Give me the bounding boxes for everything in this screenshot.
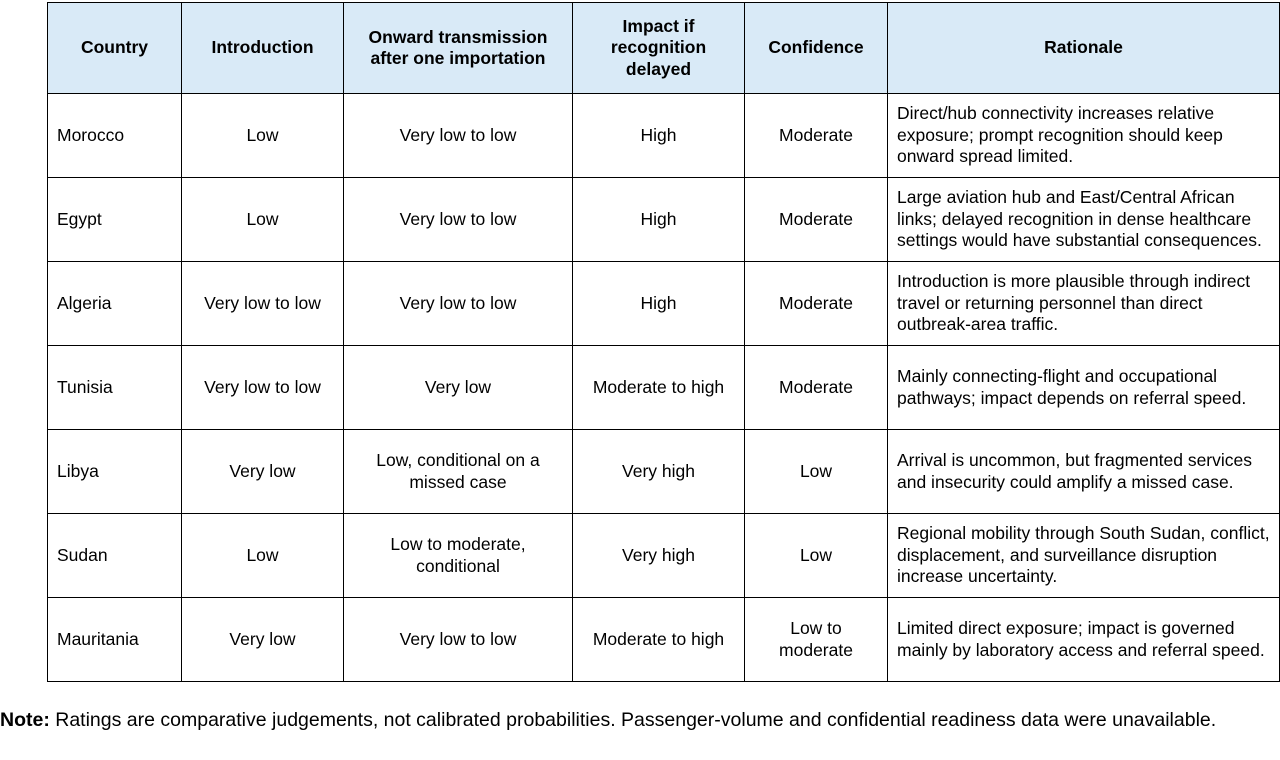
table-row: Libya Very low Low, conditional on a mis… (47, 429, 1280, 514)
cell-rationale: Limited direct exposure; impact is gover… (887, 597, 1280, 682)
cell-introduction: Low (181, 93, 344, 178)
header-rationale: Rationale (887, 2, 1280, 94)
cell-onward-transmission: Very low to low (343, 261, 573, 346)
header-onward-transmission: Onward transmission after one importatio… (343, 2, 573, 94)
cell-confidence: Moderate (744, 345, 888, 430)
table-row: Algeria Very low to low Very low to low … (47, 261, 1280, 346)
table-body: Morocco Low Very low to low High Moderat… (47, 93, 1280, 682)
note-text: Ratings are comparative judgements, not … (49, 709, 1217, 731)
table-row: Sudan Low Low to moderate, conditional V… (47, 513, 1280, 598)
cell-confidence: Moderate (744, 261, 888, 346)
cell-impact: High (572, 93, 745, 178)
table-row: Egypt Low Very low to low High Moderate … (47, 177, 1280, 262)
cell-confidence: Low (744, 429, 888, 514)
header-row: Country Introduction Onward transmission… (47, 2, 1280, 94)
cell-rationale: Arrival is uncommon, but fragmented serv… (887, 429, 1280, 514)
header-confidence: Confidence (744, 2, 888, 94)
cell-introduction: Low (181, 177, 344, 262)
cell-country: Algeria (47, 261, 182, 346)
cell-confidence: Low (744, 513, 888, 598)
cell-country: Libya (47, 429, 182, 514)
cell-introduction: Low (181, 513, 344, 598)
cell-country: Sudan (47, 513, 182, 598)
cell-country: Tunisia (47, 345, 182, 430)
cell-onward-transmission: Very low (343, 345, 573, 430)
cell-onward-transmission: Very low to low (343, 597, 573, 682)
cell-introduction: Very low to low (181, 345, 344, 430)
table-header: Country Introduction Onward transmission… (47, 2, 1280, 94)
cell-introduction: Very low (181, 429, 344, 514)
table-row: Mauritania Very low Very low to low Mode… (47, 597, 1280, 682)
cell-country: Mauritania (47, 597, 182, 682)
cell-rationale: Large aviation hub and East/Central Afri… (887, 177, 1280, 262)
cell-country: Morocco (47, 93, 182, 178)
cell-introduction: Very low to low (181, 261, 344, 346)
cell-onward-transmission: Low, conditional on a missed case (343, 429, 573, 514)
cell-introduction: Very low (181, 597, 344, 682)
cell-impact: Very high (572, 513, 745, 598)
cell-rationale: Regional mobility through South Sudan, c… (887, 513, 1280, 598)
cell-rationale: Direct/hub connectivity increases relati… (887, 93, 1280, 178)
header-impact: Impact if recognition delayed (572, 2, 745, 94)
cell-impact: High (572, 177, 745, 262)
header-introduction: Introduction (181, 2, 344, 94)
risk-assessment-table: Country Introduction Onward transmission… (47, 2, 1280, 682)
cell-confidence: Moderate (744, 93, 888, 178)
header-country: Country (47, 2, 182, 94)
cell-impact: Moderate to high (572, 345, 745, 430)
cell-impact: High (572, 261, 745, 346)
cell-rationale: Introduction is more plausible through i… (887, 261, 1280, 346)
cell-onward-transmission: Very low to low (343, 93, 573, 178)
cell-impact: Very high (572, 429, 745, 514)
cell-rationale: Mainly connecting-flight and occupationa… (887, 345, 1280, 430)
cell-onward-transmission: Very low to low (343, 177, 573, 262)
cell-confidence: Moderate (744, 177, 888, 262)
note-label: Note: (0, 709, 50, 731)
cell-country: Egypt (47, 177, 182, 262)
table-note: Note: Ratings are comparative judgements… (0, 708, 1280, 732)
cell-confidence: Low to moderate (744, 597, 888, 682)
table-row: Morocco Low Very low to low High Moderat… (47, 93, 1280, 178)
cell-impact: Moderate to high (572, 597, 745, 682)
table-row: Tunisia Very low to low Very low Moderat… (47, 345, 1280, 430)
cell-onward-transmission: Low to moderate, conditional (343, 513, 573, 598)
